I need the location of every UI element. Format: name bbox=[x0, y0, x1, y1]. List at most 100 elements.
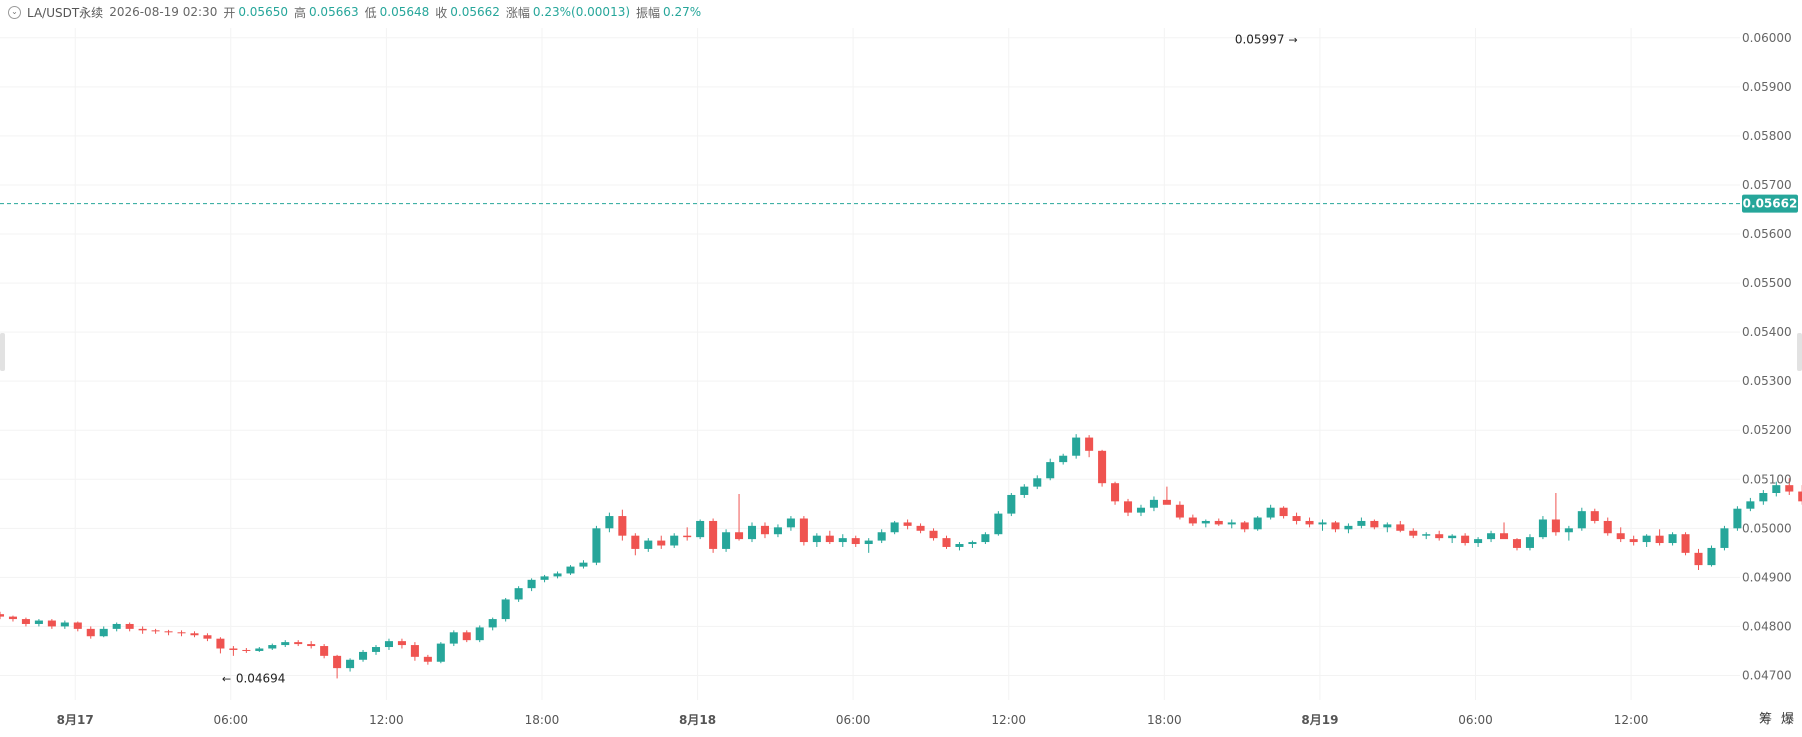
candle-body bbox=[1500, 533, 1509, 540]
x-tick-label: 06:00 bbox=[213, 713, 248, 727]
x-tick-label: 8月17 bbox=[57, 713, 94, 727]
candle-body bbox=[255, 648, 264, 651]
chips-distribution-icon[interactable]: 筹 bbox=[1758, 712, 1772, 727]
y-tick-label: 0.05300 bbox=[1742, 374, 1792, 388]
candle-body bbox=[320, 646, 329, 656]
price-axis: 0.04700 0.04800 0.04900 0.05000 0.05100 0.052… bbox=[1742, 31, 1792, 683]
high-value: 0.05663 bbox=[308, 5, 359, 19]
collapse-toggle-icon[interactable]: ⌄ bbox=[8, 5, 21, 19]
candle-body bbox=[1707, 547, 1716, 566]
candle-body bbox=[1668, 534, 1677, 544]
y-tick-label: 0.05200 bbox=[1742, 423, 1792, 437]
candle-body bbox=[592, 528, 601, 563]
candle-body bbox=[294, 642, 303, 645]
candle-body bbox=[1577, 511, 1586, 529]
liquidation-icon[interactable]: 爆 bbox=[1780, 712, 1794, 727]
candle-body bbox=[410, 645, 419, 657]
candle-body bbox=[423, 656, 432, 662]
candle-body bbox=[1409, 530, 1418, 536]
candle-body bbox=[1305, 520, 1314, 525]
candle-body bbox=[735, 532, 744, 540]
candle-body bbox=[371, 647, 381, 652]
low-label: 低 bbox=[364, 5, 377, 20]
candle-body bbox=[307, 644, 316, 647]
time-axis: 8月17 06:00 12:00 18:00 8月18 06:00 12:00 18:00 8月… bbox=[57, 713, 1649, 727]
candle-body bbox=[346, 659, 355, 669]
candle-body bbox=[1785, 485, 1794, 492]
x-tick-label: 12:00 bbox=[369, 713, 404, 727]
candle-body bbox=[1383, 524, 1392, 528]
candle-body bbox=[1033, 478, 1042, 487]
last-price-tag bbox=[1742, 194, 1798, 213]
candle-body bbox=[86, 628, 95, 637]
candle-body bbox=[34, 620, 43, 624]
candle-body bbox=[462, 632, 471, 641]
grid-lines bbox=[0, 28, 1740, 700]
candle-body bbox=[773, 527, 782, 535]
candle-body bbox=[1059, 455, 1068, 463]
candle-body bbox=[1136, 507, 1146, 513]
candle-body bbox=[1772, 485, 1781, 494]
candle-body bbox=[657, 540, 666, 546]
candle-body bbox=[1370, 520, 1379, 528]
y-tick-label: 0.05600 bbox=[1742, 227, 1792, 241]
candle-body bbox=[60, 622, 69, 627]
amplitude-label: 振幅 bbox=[636, 5, 661, 20]
candle-body bbox=[747, 525, 757, 540]
candle-body bbox=[1422, 534, 1431, 536]
candle-body bbox=[112, 623, 121, 629]
candle-body bbox=[21, 619, 30, 624]
candle-body bbox=[955, 544, 964, 547]
candle-body bbox=[1292, 516, 1301, 521]
candle-body bbox=[397, 641, 406, 646]
candle-body bbox=[229, 648, 238, 650]
y-tick-label: 0.05400 bbox=[1742, 325, 1792, 339]
candlestick-series bbox=[0, 434, 1802, 679]
candle-body bbox=[605, 516, 614, 529]
y-tick-label: 0.05900 bbox=[1742, 80, 1792, 94]
candle-body bbox=[1655, 535, 1664, 544]
right-panel-handle[interactable] bbox=[1797, 333, 1802, 371]
open-label: 开 bbox=[223, 5, 236, 20]
candle-body bbox=[1512, 539, 1522, 548]
candle-body bbox=[1448, 535, 1457, 539]
candle-body bbox=[1396, 524, 1405, 531]
candle-body bbox=[799, 518, 808, 543]
candle-body bbox=[436, 643, 445, 662]
open-value: 0.05650 bbox=[238, 5, 288, 19]
candle-body bbox=[333, 655, 342, 669]
candle-body bbox=[1759, 493, 1768, 502]
y-tick-label: 0.04800 bbox=[1742, 619, 1792, 633]
candle-body bbox=[47, 620, 56, 627]
symbol-name[interactable]: LA/USDT永续 bbox=[27, 5, 104, 20]
low-value: 0.05648 bbox=[379, 5, 430, 19]
x-tick-label: 12:00 bbox=[1614, 713, 1649, 727]
candle-body bbox=[540, 576, 549, 580]
candle-body bbox=[981, 534, 990, 543]
candle-body bbox=[760, 525, 769, 535]
candle-body bbox=[501, 599, 510, 620]
candle-body bbox=[527, 579, 536, 589]
x-tick-label: 06:00 bbox=[1458, 713, 1493, 727]
extreme-markers: 0.05997 → ← 0.04694 bbox=[222, 32, 1298, 685]
candle-body bbox=[1098, 450, 1107, 484]
candle-body bbox=[942, 538, 951, 547]
candle-body bbox=[890, 522, 899, 533]
candle-body bbox=[99, 628, 108, 637]
candle-body bbox=[203, 635, 212, 639]
y-tick-label: 0.04900 bbox=[1742, 570, 1792, 584]
candle-body bbox=[384, 641, 393, 648]
candle-body bbox=[177, 632, 186, 634]
candle-datetime: 2026-08-19 02:30 bbox=[109, 5, 218, 19]
y-tick-label: 0.05800 bbox=[1742, 129, 1792, 143]
candle-body bbox=[929, 530, 938, 539]
candle-body bbox=[1279, 507, 1288, 517]
candle-body bbox=[1603, 520, 1612, 534]
left-panel-handle[interactable] bbox=[0, 333, 5, 371]
candle-body bbox=[1007, 494, 1016, 514]
x-tick-label: 8月19 bbox=[1301, 713, 1338, 727]
candle-body bbox=[1240, 522, 1249, 530]
